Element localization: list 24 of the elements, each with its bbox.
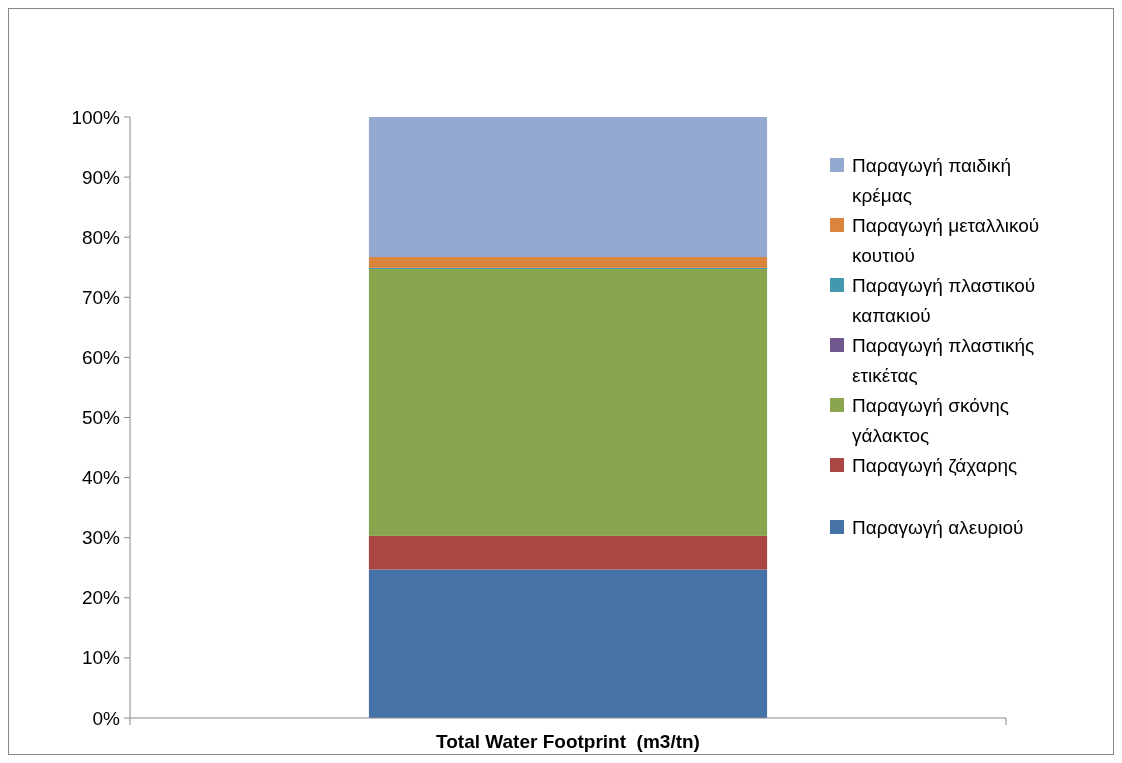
y-tick-label: 80% [81,226,121,248]
y-tick-label: 60% [81,346,121,368]
legend-label: Παραγωγή πλαστικής ετικέτας [852,334,1035,386]
bar [368,257,768,268]
y-tick-label: 20% [81,587,121,609]
bar [368,117,768,258]
y-tick-label: 0% [92,707,121,729]
y-tick-label: 30% [81,527,121,549]
y-tick-label: 10% [81,647,121,669]
y-tick-label: 50% [81,407,121,428]
legend-label: Παραγωγή μεταλλικού κουτιού [852,214,1040,266]
legend-label: Παραγωγή αλευριού [852,516,1024,538]
legend-label: Παραγωγή ζάχαρης [852,454,1018,476]
legend-label: Παραγωγή παιδική κρέμας [852,154,1012,206]
legend-label: Παραγωγή πλαστικού καπακιού [852,274,1036,326]
legend-label: Παραγωγή σκόνης γάλακτος [852,394,1009,446]
bar [368,535,768,570]
x-axis-title: Total Water Footprint (m3/tn) [436,731,700,752]
y-tick-label: 40% [81,467,121,489]
bar [368,269,768,536]
bar [368,569,768,718]
y-tick-label: 100% [71,106,121,128]
y-tick-label: 90% [81,166,121,188]
y-tick-label: 70% [81,286,121,308]
